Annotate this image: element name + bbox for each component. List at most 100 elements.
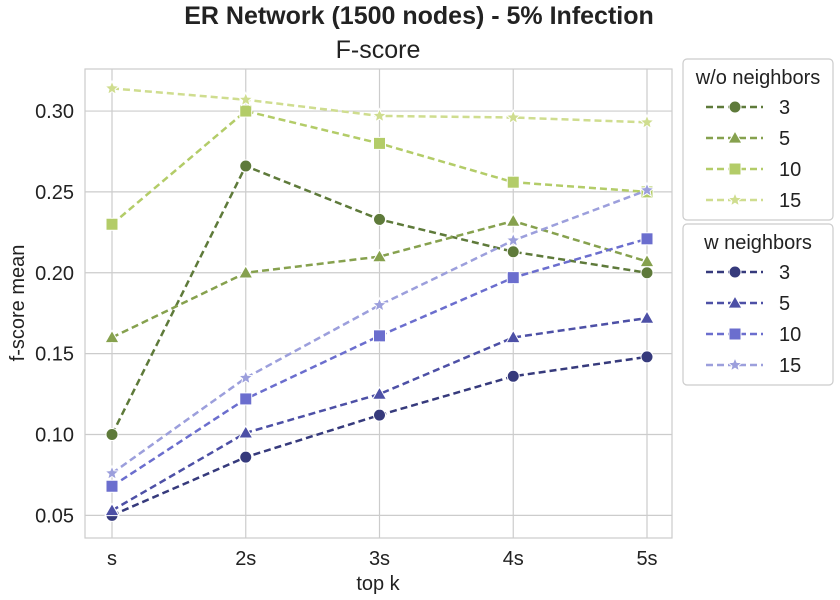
- legend-marker: [728, 162, 742, 176]
- series-w-o-neighbors-15: [103, 79, 656, 130]
- legend-marker: [727, 295, 743, 309]
- x-tick-label: 4s: [503, 548, 524, 570]
- legend-entry: 3: [706, 97, 790, 119]
- legend-label: 5: [779, 128, 790, 150]
- series-line: [111, 237, 648, 488]
- legend-entry: 3: [706, 262, 790, 284]
- chart-title: F-score: [336, 36, 421, 64]
- data-point: [639, 310, 655, 324]
- legend-entry: 5: [706, 128, 790, 150]
- data-point: [239, 450, 253, 464]
- data-point: [640, 350, 654, 364]
- data-point: [103, 79, 121, 96]
- legend-label: 10: [779, 159, 801, 181]
- y-tick-label: 0.10: [35, 424, 74, 446]
- series-w-neighbors-5: [104, 310, 655, 517]
- legend-label: 15: [779, 190, 801, 212]
- data-point: [103, 464, 121, 481]
- series-w-o-neighbors-3: [105, 159, 654, 441]
- data-point: [105, 217, 119, 231]
- chart-suptitle: ER Network (1500 nodes) - 5% Infection: [184, 2, 654, 30]
- data-point: [505, 109, 522, 125]
- y-tick-label: 0.20: [35, 263, 74, 285]
- data-point: [237, 369, 254, 385]
- data-point: [371, 386, 388, 400]
- x-axis-label: top k: [356, 573, 400, 595]
- legend-entry: 5: [706, 293, 790, 315]
- x-tick-label: 2s: [235, 548, 256, 570]
- legend-marker: [727, 130, 743, 144]
- series-w-neighbors-3: [105, 350, 654, 522]
- data-point: [371, 107, 388, 123]
- data-point: [237, 91, 254, 107]
- legend-entry: 15: [706, 190, 801, 212]
- data-point: [640, 266, 654, 280]
- data-point: [373, 408, 386, 422]
- data-point: [506, 369, 520, 383]
- plot-area: [84, 68, 673, 539]
- data-point: [505, 213, 522, 227]
- series-line: [111, 189, 648, 475]
- data-point: [373, 329, 386, 343]
- data-point: [373, 136, 386, 150]
- legend-title: w/o neighbors: [695, 67, 821, 89]
- y-tick-label: 0.15: [35, 344, 74, 366]
- data-point: [638, 113, 656, 130]
- series-line: [111, 219, 648, 339]
- legend-entry: 10: [706, 324, 801, 346]
- grid: [85, 69, 672, 538]
- data-point: [505, 231, 522, 248]
- data-point: [239, 392, 253, 406]
- legend-entry: 10: [706, 159, 801, 181]
- y-tick-label: 0.05: [35, 505, 74, 527]
- legend-label: 3: [779, 97, 790, 119]
- data-point: [506, 271, 520, 285]
- legend-marker: [728, 265, 742, 279]
- data-point: [506, 245, 520, 259]
- legend-entry: 15: [706, 355, 801, 377]
- legend-frame: [682, 223, 834, 386]
- legend-label: 3: [779, 262, 790, 284]
- data-point: [237, 424, 254, 439]
- data-point: [104, 502, 120, 517]
- x-tick-label: s: [107, 548, 117, 570]
- series-w-o-neighbors-5: [104, 213, 655, 344]
- data-point: [506, 175, 520, 189]
- legend-marker: [726, 356, 744, 372]
- data-point: [371, 296, 388, 312]
- x-tick-label: 5s: [636, 548, 657, 570]
- y-tick-label: 0.25: [35, 182, 74, 204]
- legend-box: w/o neighbors 3 5 10 15: [682, 58, 834, 221]
- y-axis-label: f-score mean: [7, 245, 29, 362]
- data-point: [373, 212, 386, 226]
- series-w-neighbors-10: [105, 232, 654, 493]
- series-layer: [103, 79, 656, 522]
- data-point: [640, 232, 654, 246]
- legend-marker: [728, 100, 742, 114]
- legend-marker: [726, 191, 744, 207]
- legend-frame: [682, 58, 834, 221]
- x-tick-labels: s 2s 3s 4s 5s: [107, 548, 658, 570]
- legend: w/o neighbors 3 5 10 15 w neighbors 3 5 10 15: [682, 58, 834, 386]
- data-point: [239, 104, 253, 118]
- data-point: [105, 479, 119, 493]
- series-line: [111, 316, 648, 512]
- legend-title: w neighbors: [703, 232, 812, 254]
- data-point: [239, 159, 253, 173]
- y-tick-labels: 0.05 0.10 0.15 0.20 0.25 0.30: [35, 101, 74, 527]
- legend-marker: [728, 327, 742, 341]
- legend-label: 15: [779, 355, 801, 377]
- series-w-neighbors-15: [103, 181, 656, 481]
- legend-label: 5: [779, 293, 790, 315]
- data-point: [371, 248, 388, 263]
- y-tick-label: 0.30: [35, 101, 74, 123]
- legend-box: w neighbors 3 5 10 15: [682, 223, 834, 386]
- data-point: [505, 329, 522, 344]
- data-point: [104, 329, 120, 344]
- data-point: [639, 253, 655, 268]
- legend-label: 10: [779, 324, 801, 346]
- x-tick-label: 3s: [369, 548, 390, 570]
- data-point: [638, 181, 656, 198]
- data-point: [237, 264, 254, 279]
